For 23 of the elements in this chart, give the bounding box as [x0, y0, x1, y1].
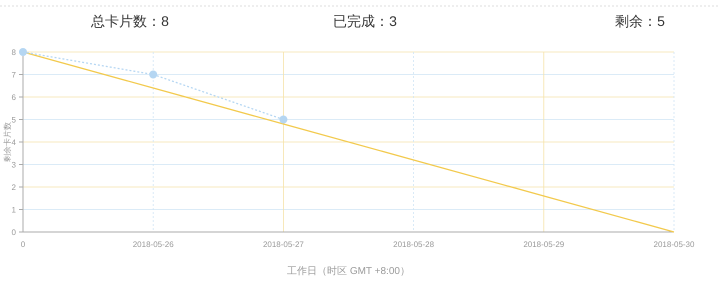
x-tick-label: 2018-05-29	[523, 240, 565, 249]
y-axis-title: 剩余卡片数	[3, 122, 12, 162]
y-tick-label: 2	[12, 182, 17, 192]
x-axis-title: 工作日（时区 GMT +8:00）	[287, 265, 410, 277]
x-tick-label: 2018-05-26	[132, 240, 174, 249]
y-tick-label: 6	[12, 92, 17, 102]
y-tick-label: 8	[12, 48, 17, 57]
x-tick-label: 2018-05-30	[654, 240, 696, 249]
text: 已完成：3	[333, 13, 398, 29]
text: 总卡片数：8	[90, 13, 170, 29]
point	[19, 48, 27, 56]
x-tick-label: 2018-05-27	[262, 240, 304, 249]
x-tick-label: 0	[20, 240, 26, 249]
y-tick-label: 4	[12, 138, 17, 147]
y-tick-label: 5	[12, 115, 17, 124]
y-tick-label: 0	[12, 228, 17, 237]
x-tick-label: 2018-05-28	[393, 240, 435, 249]
point	[149, 70, 158, 78]
y-tick-label: 1	[12, 205, 17, 214]
y-tick-label: 3	[12, 160, 17, 170]
point	[279, 116, 288, 124]
text: 剩余：5	[615, 13, 666, 29]
y-tick-label: 7	[12, 70, 17, 80]
